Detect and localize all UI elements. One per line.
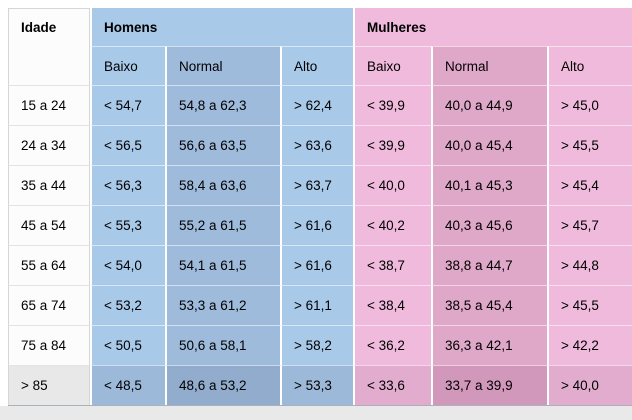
men-normal-cell: 55,2 a 61,5 — [165, 205, 280, 245]
men-normal-cell: 53,3 a 61,2 — [165, 285, 280, 325]
age-cell: 55 a 64 — [8, 245, 90, 285]
women-high-cell: > 45,5 — [547, 125, 632, 165]
women-high-cell: > 44,8 — [547, 245, 632, 285]
age-cell: 45 a 54 — [8, 205, 90, 245]
women-low-cell: < 33,6 — [353, 365, 432, 405]
women-normal-cell: 40,3 a 45,6 — [431, 205, 548, 245]
men-low-cell: < 54,0 — [90, 245, 165, 285]
men-low-cell: < 55,3 — [90, 205, 165, 245]
men-low-cell: < 56,5 — [90, 125, 165, 165]
age-cell: 15 a 24 — [8, 85, 90, 125]
men-low-cell: < 48,5 — [90, 365, 165, 405]
women-normal-cell: 38,5 a 45,4 — [431, 285, 548, 325]
table-row: 24 a 34 < 56,5 56,6 a 63,5 > 63,6 < 39,9… — [8, 125, 632, 165]
women-normal-cell: 33,7 a 39,9 — [431, 365, 548, 405]
women-normal-cell: 40,0 a 44,9 — [431, 85, 548, 125]
men-group-header: Homens — [90, 8, 354, 46]
reference-table-container: Idade Homens Mulheres Baixo Normal Alto … — [8, 8, 632, 406]
women-normal-cell: 36,3 a 42,1 — [431, 325, 548, 365]
women-high-cell: > 42,2 — [547, 325, 632, 365]
women-low-cell: < 39,9 — [353, 125, 432, 165]
men-high-cell: > 61,6 — [280, 245, 354, 285]
age-cell: 24 a 34 — [8, 125, 90, 165]
women-low-cell: < 38,4 — [353, 285, 432, 325]
age-cell: 35 a 44 — [8, 165, 90, 205]
table-row: 55 a 64 < 54,0 54,1 a 61,5 > 61,6 < 38,7… — [8, 245, 632, 285]
women-low-cell: < 36,2 — [353, 325, 432, 365]
women-high-cell: > 45,0 — [547, 85, 632, 125]
age-cell: 75 a 84 — [8, 325, 90, 365]
women-normal-cell: 40,0 a 45,4 — [431, 125, 548, 165]
women-normal-cell: 40,1 a 45,3 — [431, 165, 548, 205]
women-normal-header: Normal — [431, 46, 548, 85]
women-low-cell: < 38,7 — [353, 245, 432, 285]
men-normal-cell: 54,8 a 62,3 — [165, 85, 280, 125]
women-high-cell: > 45,5 — [547, 285, 632, 325]
page-background-strip — [0, 406, 632, 420]
table-row: 35 a 44 < 56,3 58,4 a 63,6 > 63,7 < 40,0… — [8, 165, 632, 205]
men-low-cell: < 54,7 — [90, 85, 165, 125]
women-low-header: Baixo — [353, 46, 432, 85]
women-low-cell: < 40,2 — [353, 205, 432, 245]
women-normal-cell: 38,8 a 44,7 — [431, 245, 548, 285]
men-normal-cell: 58,4 a 63,6 — [165, 165, 280, 205]
women-high-cell: > 45,7 — [547, 205, 632, 245]
men-high-header: Alto — [280, 46, 354, 85]
table-row: 15 a 24 < 54,7 54,8 a 62,3 > 62,4 < 39,9… — [8, 85, 632, 125]
men-normal-header: Normal — [165, 46, 280, 85]
men-normal-cell: 50,6 a 58,1 — [165, 325, 280, 365]
men-high-cell: > 58,2 — [280, 325, 354, 365]
women-group-header: Mulheres — [353, 8, 632, 46]
men-high-cell: > 53,3 — [280, 365, 354, 405]
men-high-cell: > 63,6 — [280, 125, 354, 165]
age-column-header: Idade — [8, 8, 90, 85]
men-normal-cell: 48,6 a 53,2 — [165, 365, 280, 405]
reference-table: Idade Homens Mulheres Baixo Normal Alto … — [8, 8, 632, 406]
age-cell: 65 a 74 — [8, 285, 90, 325]
age-cell: > 85 — [8, 365, 90, 405]
men-high-cell: > 63,7 — [280, 165, 354, 205]
sub-header-row: Baixo Normal Alto Baixo Normal Alto — [8, 46, 632, 85]
men-normal-cell: 56,6 a 63,5 — [165, 125, 280, 165]
women-high-header: Alto — [547, 46, 632, 85]
men-high-cell: > 62,4 — [280, 85, 354, 125]
men-low-header: Baixo — [90, 46, 165, 85]
women-low-cell: < 40,0 — [353, 165, 432, 205]
men-low-cell: < 53,2 — [90, 285, 165, 325]
men-high-cell: > 61,1 — [280, 285, 354, 325]
women-high-cell: > 45,4 — [547, 165, 632, 205]
men-low-cell: < 56,3 — [90, 165, 165, 205]
table-row: > 85 < 48,5 48,6 a 53,2 > 53,3 < 33,6 33… — [8, 365, 632, 405]
group-header-row: Idade Homens Mulheres — [8, 8, 632, 85]
table-row: 75 a 84 < 50,5 50,6 a 58,1 > 58,2 < 36,2… — [8, 325, 632, 365]
men-low-cell: < 50,5 — [90, 325, 165, 365]
men-high-cell: > 61,6 — [280, 205, 354, 245]
women-high-cell: > 40,0 — [547, 365, 632, 405]
men-normal-cell: 54,1 a 61,5 — [165, 245, 280, 285]
table-row: 45 a 54 < 55,3 55,2 a 61,5 > 61,6 < 40,2… — [8, 205, 632, 245]
table-row: 65 a 74 < 53,2 53,3 a 61,2 > 61,1 < 38,4… — [8, 285, 632, 325]
women-low-cell: < 39,9 — [353, 85, 432, 125]
